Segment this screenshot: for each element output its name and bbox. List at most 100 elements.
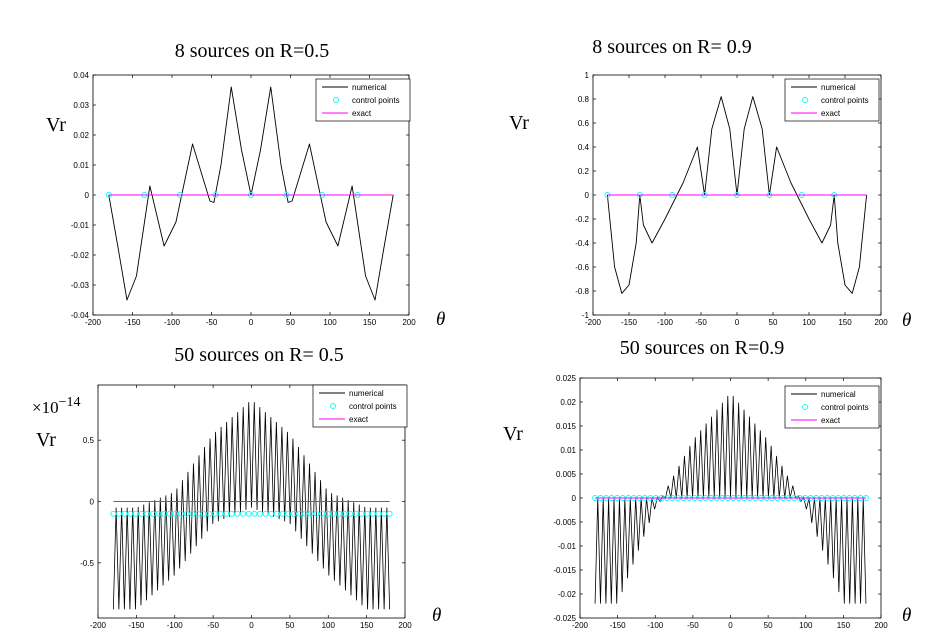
control-point-marker (178, 510, 184, 517)
control-point-marker (189, 510, 196, 517)
y-tick-label: -0.01 (71, 221, 90, 230)
legend: numerical control points exact (784, 78, 880, 122)
control-point-marker (234, 510, 241, 517)
y-tick-label: 0.4 (578, 143, 590, 152)
control-point-marker (127, 510, 134, 517)
x-tick-label: 0 (249, 318, 254, 327)
y-tick-label: 0.005 (556, 470, 577, 479)
x-axis-label: θ (902, 310, 911, 331)
y-tick-label: -0.4 (575, 239, 589, 248)
y-tick-label: 0.025 (556, 374, 577, 383)
chart-3: 50 sources on R= 0.5 Vr θ ×10−14 -200 -150 -10… (32, 344, 441, 630)
x-tick-label: 100 (799, 621, 813, 630)
control-point-marker (352, 510, 359, 517)
y-tick-label: -1 (582, 311, 590, 320)
y-tick-label: 0 (572, 494, 577, 503)
y-tick-label: 0.02 (73, 131, 89, 140)
y-tick-label: 0.2 (578, 167, 590, 176)
y-tick-label: 0 (85, 191, 90, 200)
legend-swatch-marker (333, 97, 339, 103)
x-tick-label: -100 (647, 621, 664, 630)
y-tick-label: 0.6 (578, 119, 590, 128)
control-point-marker (347, 510, 354, 517)
control-point-marker (155, 510, 162, 517)
axis-multiplier: ×10−14 (32, 395, 81, 417)
x-tick-label: 100 (323, 318, 337, 327)
control-point-marker (172, 510, 179, 517)
control-point-marker (149, 510, 156, 517)
legend-label: control points (352, 96, 400, 105)
x-tick-label: -200 (90, 621, 107, 630)
legend-label: control points (821, 403, 869, 412)
legend-swatch-marker (802, 97, 808, 103)
chart-1: 8 sources on R=0.5 Vr θ -200 -150 -100 -50 0 50 1… (46, 40, 445, 330)
control-point-marker (251, 510, 258, 517)
y-tick-label: -0.025 (553, 614, 576, 623)
y-tick-label: 0.02 (560, 398, 576, 407)
x-tick-label: -50 (687, 621, 699, 630)
legend-swatch-marker (330, 403, 336, 409)
x-tick-label: -150 (621, 318, 638, 327)
x-tick-label: 150 (837, 621, 851, 630)
control-point-marker (211, 510, 218, 517)
y-tick-label: 0.04 (73, 71, 89, 80)
x-tick-label: -150 (610, 621, 627, 630)
series-line-numerical (112, 402, 391, 610)
y-tick-label: -0.5 (80, 559, 94, 568)
y-tick-label: 0.01 (560, 446, 576, 455)
axis-multiplier-base: ×10 (32, 398, 59, 417)
control-point-marker (144, 510, 151, 517)
x-tick-label: 0 (735, 318, 740, 327)
control-point-marker (240, 510, 246, 517)
x-tick-label: -100 (657, 318, 674, 327)
control-point-marker (245, 510, 252, 517)
control-point-marker (228, 510, 235, 517)
chart-title: 50 sources on R= 0.5 (174, 344, 344, 366)
y-tick-label: -0.02 (71, 251, 90, 260)
legend-label: control points (821, 96, 869, 105)
control-point-marker (381, 510, 387, 517)
x-tick-label: -50 (695, 318, 707, 327)
x-tick-label: 200 (402, 318, 416, 327)
y-tick-label: -0.03 (71, 281, 90, 290)
legend-label: numerical (352, 83, 387, 92)
y-tick-label: 0.01 (73, 161, 89, 170)
y-axis-label: Vr (36, 429, 56, 451)
control-point-marker (364, 510, 371, 517)
y-tick-label: 0.5 (83, 436, 95, 445)
legend-label: numerical (349, 389, 384, 398)
x-tick-label: 50 (285, 621, 294, 630)
legend-label: exact (352, 109, 372, 118)
control-point-marker (273, 510, 280, 517)
control-point-marker (268, 510, 275, 517)
control-point-marker (138, 510, 145, 517)
x-tick-label: 100 (322, 621, 336, 630)
x-tick-label: -50 (206, 318, 218, 327)
x-tick-label: 0 (249, 621, 254, 630)
x-tick-label: -200 (572, 621, 589, 630)
x-tick-label: 150 (360, 621, 374, 630)
x-tick-label: -100 (167, 621, 184, 630)
x-tick-label: -100 (164, 318, 181, 327)
legend-label: exact (821, 416, 841, 425)
control-point-marker (335, 510, 342, 517)
control-point-marker (307, 510, 314, 517)
control-point-marker (116, 510, 122, 517)
legend-swatch-marker (802, 404, 808, 410)
legend: numerical control points exact (312, 384, 408, 428)
y-tick-label: -0.015 (553, 566, 576, 575)
control-point-marker (110, 510, 117, 517)
control-point-marker (166, 510, 173, 517)
x-tick-label: -200 (585, 318, 602, 327)
x-axis-label: θ (432, 605, 441, 626)
control-point-marker (369, 510, 376, 517)
x-tick-label: 150 (363, 318, 377, 327)
x-tick-label: 150 (838, 318, 852, 327)
control-point-marker (330, 510, 337, 517)
x-tick-label: 50 (769, 318, 778, 327)
control-point-marker (200, 510, 207, 517)
legend-label: exact (821, 109, 841, 118)
control-point-marker (358, 510, 365, 517)
x-tick-label: -200 (85, 318, 102, 327)
x-tick-label: 200 (874, 621, 888, 630)
